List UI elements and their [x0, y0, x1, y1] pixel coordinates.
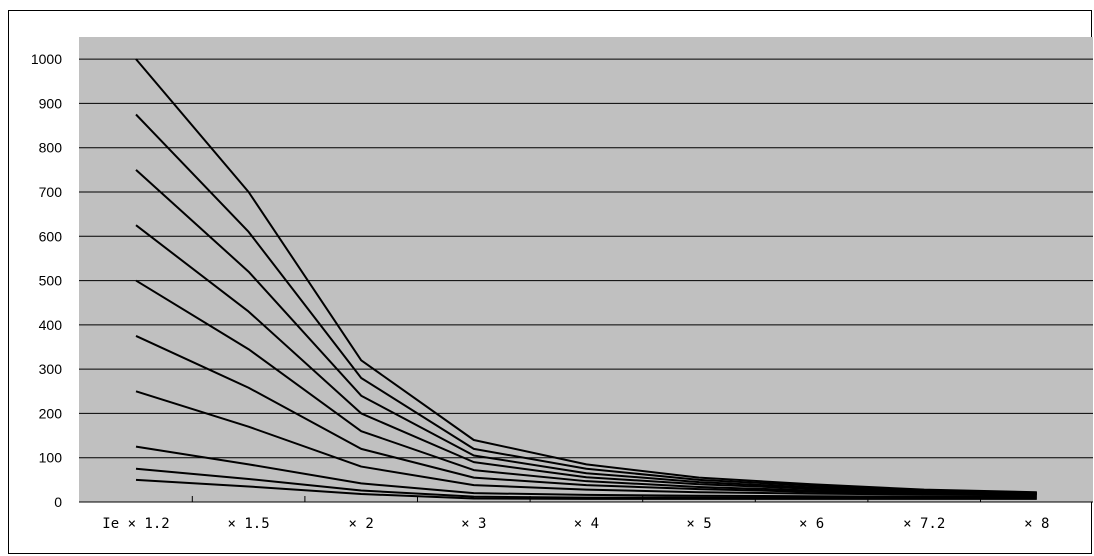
x-tick-label: × 8 — [1024, 516, 1049, 532]
series-line-10 — [135, 478, 1037, 500]
x-tick-label: × 6 — [799, 516, 824, 532]
x-tick-label: × 7.2 — [903, 516, 945, 532]
y-tick-label: 0 — [54, 494, 62, 510]
x-tick-label: × 1.5 — [228, 516, 270, 532]
y-tick-label: 900 — [39, 95, 63, 111]
x-axis-tick-labels: Ie × 1.2 × 1.5 × 2 × 3 × 4 × 5 × 6 × 7.2 × 8 — [102, 516, 1049, 532]
y-tick-label: 1000 — [31, 51, 62, 67]
series-line-4 — [135, 224, 1037, 495]
plot-area — [79, 37, 1093, 502]
y-tick-label: 800 — [39, 140, 63, 156]
gridlines — [79, 58, 1093, 503]
y-tick-label: 200 — [39, 405, 63, 421]
y-tick-label: 500 — [39, 273, 63, 289]
x-tick-label: × 3 — [461, 516, 486, 532]
series-line-5 — [135, 279, 1037, 496]
y-tick-label: 400 — [39, 317, 63, 333]
y-tick-label: 600 — [39, 228, 63, 244]
x-tick-label: × 2 — [349, 516, 374, 532]
y-axis-tick-labels: 0 100 200 300 400 500 600 700 800 900 1000 — [31, 51, 62, 510]
y-tick-label: 700 — [39, 184, 63, 200]
series-line-7 — [135, 390, 1037, 497]
y-tick-label: 100 — [39, 450, 63, 466]
series-line-8 — [135, 445, 1037, 498]
x-tick-label: Ie × 1.2 — [102, 516, 169, 532]
y-tick-label: 300 — [39, 361, 63, 377]
series-line-6 — [135, 335, 1037, 496]
series-line-2 — [135, 113, 1037, 494]
series-lines — [135, 58, 1037, 500]
series-line-9 — [135, 467, 1037, 499]
series-line-3 — [135, 169, 1037, 495]
x-tick-label: × 4 — [574, 516, 599, 532]
x-tick-label: × 5 — [686, 516, 711, 532]
